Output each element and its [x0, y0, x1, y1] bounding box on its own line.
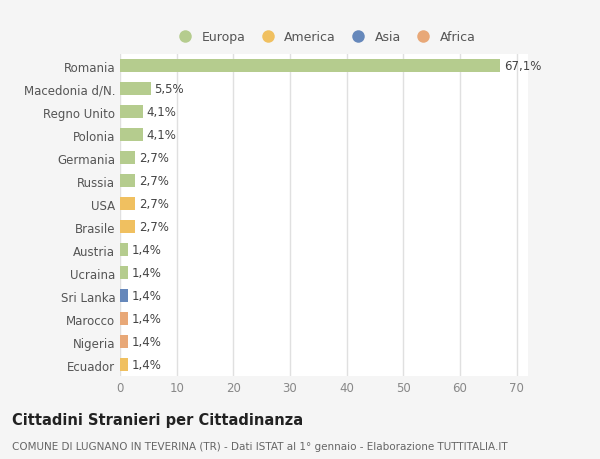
Text: COMUNE DI LUGNANO IN TEVERINA (TR) - Dati ISTAT al 1° gennaio - Elaborazione TUT: COMUNE DI LUGNANO IN TEVERINA (TR) - Dat… — [12, 441, 508, 451]
Bar — [120, 106, 143, 119]
Text: 5,5%: 5,5% — [155, 83, 184, 96]
Text: 2,7%: 2,7% — [139, 221, 169, 234]
Bar — [120, 152, 136, 165]
Bar — [120, 290, 128, 302]
Text: 1,4%: 1,4% — [131, 244, 161, 257]
Text: 67,1%: 67,1% — [503, 60, 541, 73]
Text: 2,7%: 2,7% — [139, 175, 169, 188]
Bar — [120, 313, 128, 325]
Text: 1,4%: 1,4% — [131, 336, 161, 348]
Text: 4,1%: 4,1% — [146, 106, 176, 119]
Bar — [120, 244, 128, 257]
Text: 4,1%: 4,1% — [146, 129, 176, 142]
Text: 1,4%: 1,4% — [131, 358, 161, 371]
Text: 1,4%: 1,4% — [131, 267, 161, 280]
Bar — [120, 358, 128, 371]
Bar — [120, 60, 500, 73]
Bar — [120, 336, 128, 348]
Bar — [120, 221, 136, 234]
Bar — [120, 198, 136, 211]
Text: 1,4%: 1,4% — [131, 313, 161, 325]
Bar — [120, 175, 136, 188]
Bar — [120, 83, 151, 96]
Bar — [120, 267, 128, 280]
Text: 1,4%: 1,4% — [131, 290, 161, 302]
Text: Cittadini Stranieri per Cittadinanza: Cittadini Stranieri per Cittadinanza — [12, 413, 303, 428]
Text: 2,7%: 2,7% — [139, 198, 169, 211]
Text: 2,7%: 2,7% — [139, 152, 169, 165]
Bar — [120, 129, 143, 142]
Legend: Europa, America, Asia, Africa: Europa, America, Asia, Africa — [167, 26, 481, 49]
